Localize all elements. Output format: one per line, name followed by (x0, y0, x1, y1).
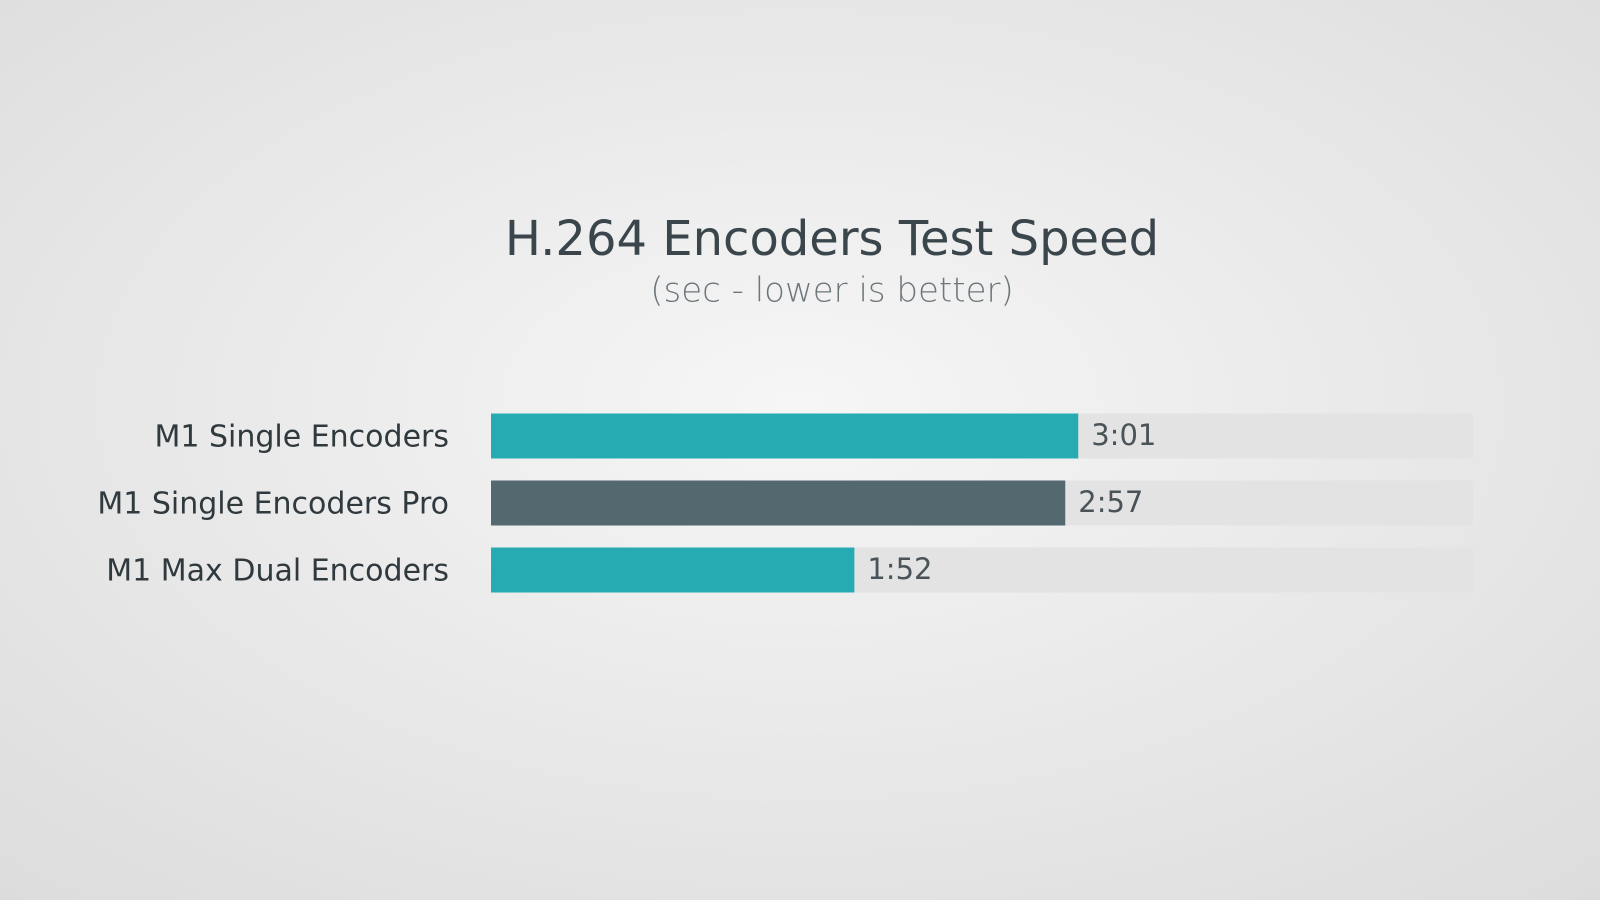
category-label: M1 Single Encoders (154, 420, 449, 455)
bar (491, 480, 1066, 526)
category-label: M1 Single Encoders Pro (97, 487, 449, 522)
value-label: 1:52 (867, 552, 932, 586)
value-label: 3:01 (1091, 418, 1156, 452)
bars: M1 Single Encoders 3:01 M1 Single Encoders… (97, 413, 1473, 593)
chart-title: H.264 Encoders Test Speed (505, 211, 1159, 267)
category-label: M1 Max Dual Encoders (106, 554, 449, 589)
value-label: 2:57 (1078, 485, 1143, 519)
chart-subtitle: (sec - lower is better) (650, 271, 1014, 311)
bar (491, 547, 855, 593)
bar (491, 413, 1079, 459)
